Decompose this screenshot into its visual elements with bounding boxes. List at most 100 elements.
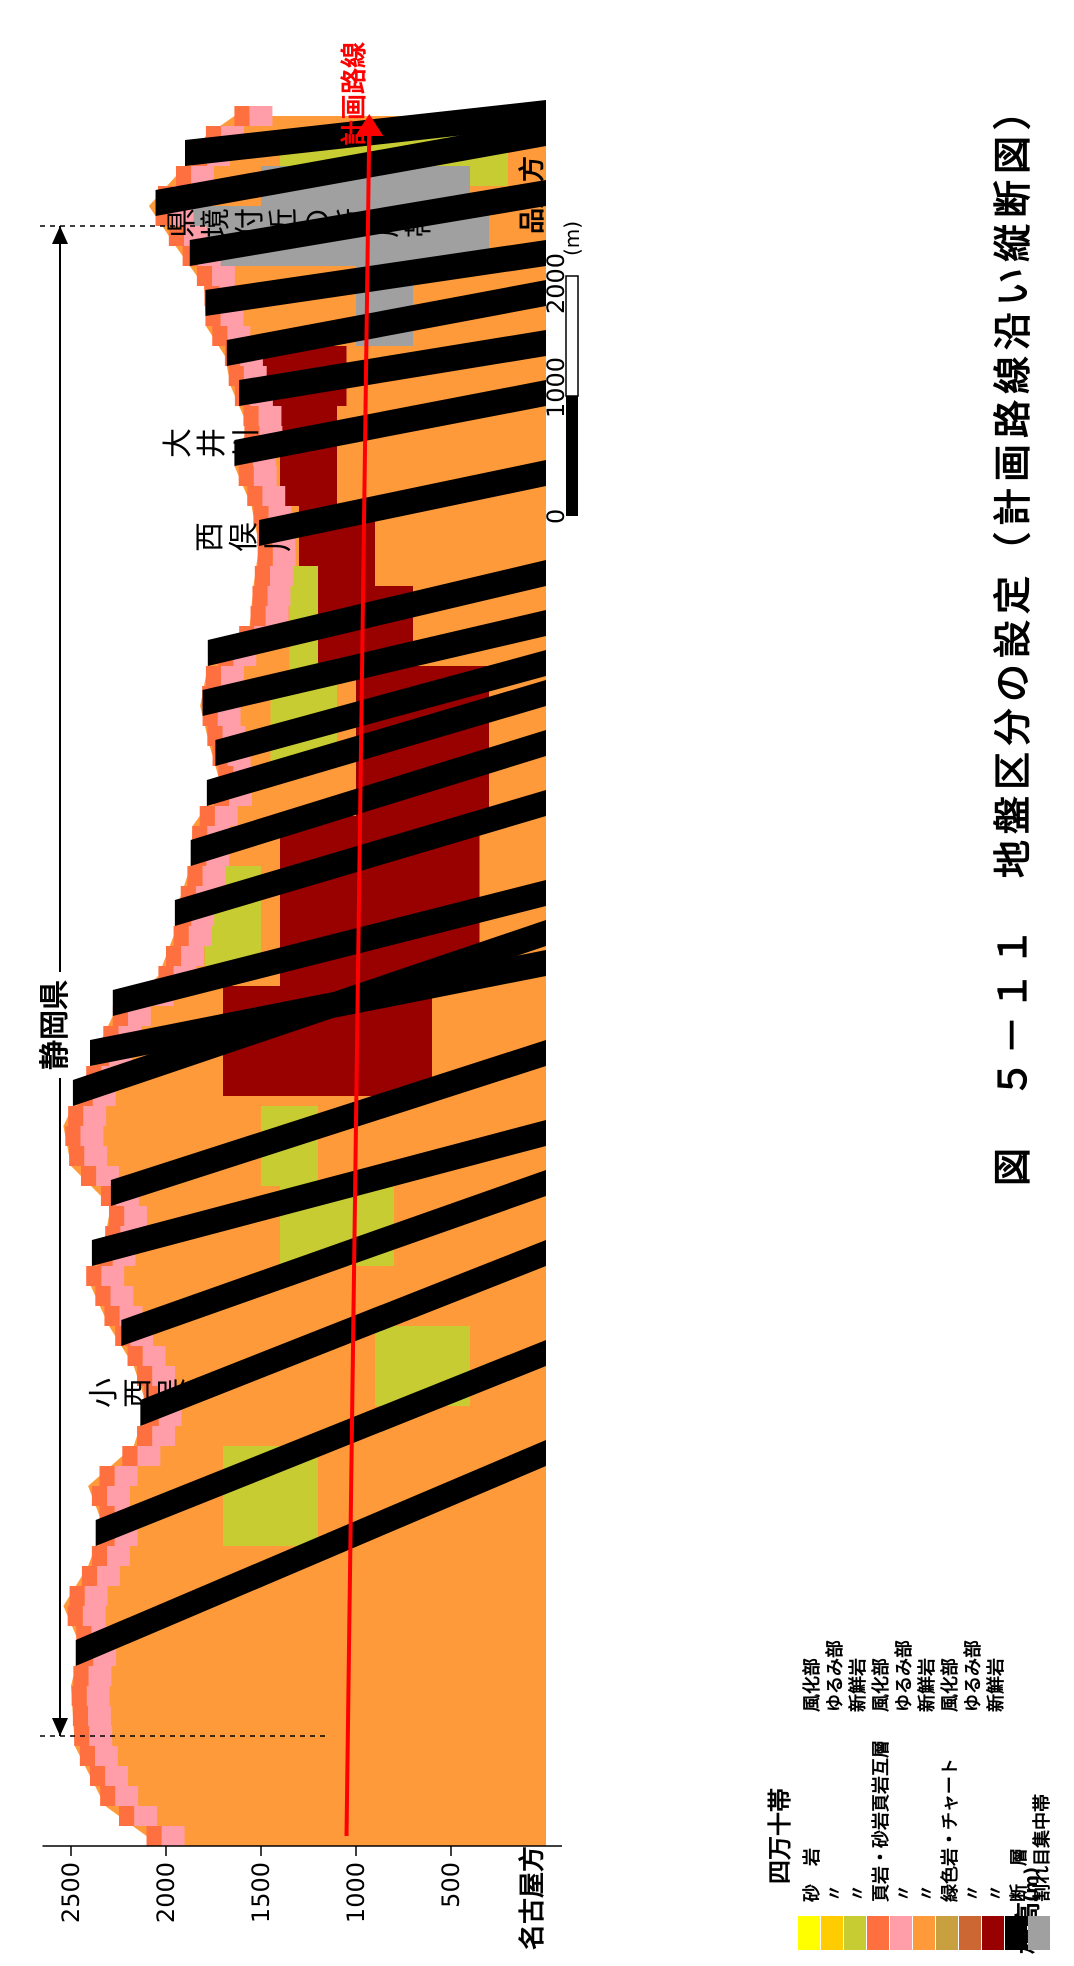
loose-band bbox=[80, 1126, 104, 1146]
weathered-band bbox=[104, 1306, 120, 1326]
legend-swatch bbox=[936, 1916, 958, 1950]
weathered-band bbox=[196, 266, 213, 286]
weathered-band bbox=[79, 1746, 96, 1766]
place-nishimata: 西俣川 bbox=[193, 522, 296, 552]
route-marker bbox=[355, 114, 384, 136]
fault bbox=[202, 610, 546, 716]
figure-caption: 図 ５－１１ 地盤区分の設定（計画路線沿い縦断図） bbox=[991, 85, 1035, 1186]
weathered-band bbox=[71, 1686, 87, 1706]
loose-band bbox=[82, 1606, 106, 1626]
loose-band bbox=[262, 486, 286, 506]
weathered-band bbox=[187, 866, 203, 886]
weathered-band bbox=[86, 1266, 102, 1286]
green-rock-body bbox=[280, 406, 337, 506]
prefecture-label: 静岡県 bbox=[30, 972, 74, 1078]
loose-band bbox=[83, 1106, 107, 1126]
loose-band bbox=[161, 1826, 185, 1846]
loose-band bbox=[95, 1746, 118, 1766]
loose-band bbox=[267, 586, 291, 606]
weathered-band bbox=[90, 1766, 106, 1786]
weathered-band bbox=[72, 1706, 89, 1726]
fault bbox=[110, 1040, 546, 1206]
fault bbox=[206, 680, 546, 806]
legend-title: 四万十帯 bbox=[766, 1788, 794, 1884]
loose-band bbox=[214, 806, 238, 826]
legend-swatch bbox=[890, 1916, 912, 1950]
weathered-band bbox=[173, 926, 189, 946]
legend-swatch bbox=[1005, 1916, 1027, 1950]
elevation-tick-label: 1500 bbox=[247, 1862, 275, 1923]
fault bbox=[259, 460, 546, 546]
weathered-band bbox=[166, 946, 182, 966]
route-line bbox=[344, 125, 372, 1837]
loose-band bbox=[258, 406, 282, 426]
fault bbox=[155, 120, 546, 216]
legend-swatch bbox=[821, 1916, 843, 1950]
weathered-band bbox=[109, 1206, 125, 1226]
weathered-band bbox=[175, 166, 192, 186]
weathered-band bbox=[250, 606, 266, 626]
fault bbox=[121, 1170, 546, 1346]
loose-band bbox=[88, 1706, 111, 1726]
legend-swatch bbox=[844, 1916, 866, 1950]
scale-unit: (m) bbox=[560, 220, 584, 256]
fault bbox=[75, 1440, 546, 1666]
weathered-band bbox=[146, 1826, 162, 1846]
weathered-band bbox=[81, 1566, 98, 1586]
loose-band bbox=[265, 606, 289, 626]
scale-tick-2000: 2000 bbox=[542, 252, 570, 314]
weathered-band bbox=[243, 406, 259, 426]
fault bbox=[112, 880, 546, 1016]
weathered-band bbox=[100, 1786, 116, 1806]
loose-band bbox=[124, 1206, 147, 1226]
loose-band bbox=[134, 1806, 157, 1826]
weathered-band bbox=[137, 1426, 153, 1446]
loose-band bbox=[152, 1426, 176, 1446]
weathered-band bbox=[73, 1666, 89, 1686]
loose-band bbox=[115, 1786, 139, 1806]
weathered-band bbox=[212, 326, 228, 346]
weathered-band bbox=[127, 1346, 143, 1366]
weathered-band bbox=[118, 1806, 135, 1826]
loose-band bbox=[107, 1546, 130, 1566]
weathered-band bbox=[69, 1146, 85, 1166]
legend-group-label: 頁岩・砂岩頁岩互層 bbox=[871, 1740, 892, 1902]
fault bbox=[90, 950, 546, 1066]
place-oi: 大井川 bbox=[161, 428, 264, 458]
weathered-band bbox=[67, 1606, 83, 1626]
weathered-band bbox=[99, 1466, 115, 1486]
loose-band bbox=[105, 1766, 128, 1786]
loose-band bbox=[97, 1566, 120, 1586]
west-end-label: 名古屋方 bbox=[518, 1845, 548, 1950]
legend-swatch bbox=[867, 1916, 889, 1950]
weathered-band bbox=[234, 106, 250, 126]
weathered-band bbox=[257, 546, 273, 566]
loose-band bbox=[107, 1486, 130, 1506]
legend-group-label: 割れ目集中帯 bbox=[1032, 1794, 1053, 1902]
weathered-band bbox=[80, 1166, 97, 1186]
loose-band bbox=[152, 1366, 176, 1386]
loose-band bbox=[270, 566, 293, 586]
weathered-band bbox=[69, 1586, 85, 1606]
weathered-band bbox=[68, 1106, 84, 1126]
loose-band bbox=[84, 1146, 108, 1166]
elevation-tick-label: 2500 bbox=[57, 1862, 85, 1923]
loose-band bbox=[212, 266, 235, 286]
scale-tick-1000: 1000 bbox=[542, 356, 570, 418]
elevation-tick-label: 500 bbox=[437, 1862, 465, 1908]
elevation-tick-label: 2000 bbox=[152, 1862, 180, 1923]
loose-band bbox=[142, 1346, 166, 1366]
weathered-band bbox=[205, 666, 222, 686]
legend-swatch bbox=[959, 1916, 981, 1950]
loose-band bbox=[253, 466, 277, 486]
fault bbox=[239, 330, 546, 406]
legend: 四万十帯 砂 岩風化部〃ゆるみ部〃新鮮岩 頁岩・砂岩頁岩互層 風化部〃ゆるみ部〃新鮮… bbox=[760, 1520, 1060, 1950]
loose-band bbox=[101, 1266, 125, 1286]
loose-band bbox=[188, 926, 212, 946]
loose-band bbox=[181, 946, 204, 966]
fault bbox=[205, 240, 546, 316]
fault bbox=[234, 380, 546, 466]
weathered-band bbox=[65, 1126, 81, 1146]
loose-band bbox=[272, 546, 296, 566]
